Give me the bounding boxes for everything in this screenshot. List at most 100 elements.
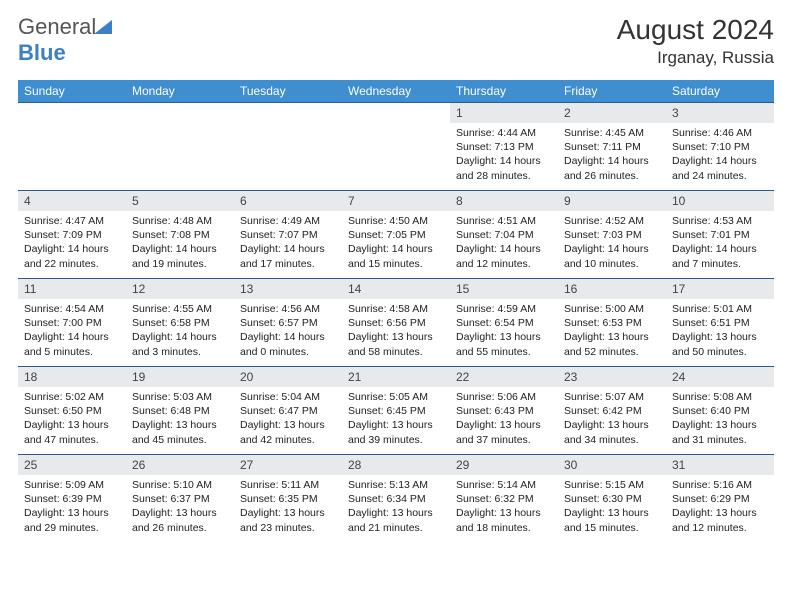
day-number: 30 [558, 455, 666, 475]
day-details: Sunrise: 5:02 AMSunset: 6:50 PMDaylight:… [18, 387, 126, 451]
calendar-cell: 2Sunrise: 4:45 AMSunset: 7:11 PMDaylight… [558, 103, 666, 191]
dayhead-sun: Sunday [18, 80, 126, 103]
sunset-text: Sunset: 7:10 PM [672, 140, 768, 154]
daylight-text: Daylight: 13 hours and 34 minutes. [564, 418, 660, 446]
day-number: 13 [234, 279, 342, 299]
sunset-text: Sunset: 7:11 PM [564, 140, 660, 154]
daylight-text: Daylight: 14 hours and 0 minutes. [240, 330, 336, 358]
day-number: 17 [666, 279, 774, 299]
sunrise-text: Sunrise: 4:48 AM [132, 214, 228, 228]
logo-triangle-icon [94, 20, 112, 34]
sunset-text: Sunset: 6:42 PM [564, 404, 660, 418]
daylight-text: Daylight: 14 hours and 19 minutes. [132, 242, 228, 270]
day-details: Sunrise: 4:50 AMSunset: 7:05 PMDaylight:… [342, 211, 450, 275]
day-details: Sunrise: 5:01 AMSunset: 6:51 PMDaylight:… [666, 299, 774, 363]
day-number: 6 [234, 191, 342, 211]
calendar-cell: 11Sunrise: 4:54 AMSunset: 7:00 PMDayligh… [18, 279, 126, 367]
day-details: Sunrise: 5:04 AMSunset: 6:47 PMDaylight:… [234, 387, 342, 451]
calendar-cell: 12Sunrise: 4:55 AMSunset: 6:58 PMDayligh… [126, 279, 234, 367]
dayhead-sat: Saturday [666, 80, 774, 103]
daylight-text: Daylight: 14 hours and 10 minutes. [564, 242, 660, 270]
sunrise-text: Sunrise: 5:08 AM [672, 390, 768, 404]
calendar-cell: 15Sunrise: 4:59 AMSunset: 6:54 PMDayligh… [450, 279, 558, 367]
calendar-cell: 28Sunrise: 5:13 AMSunset: 6:34 PMDayligh… [342, 455, 450, 543]
day-details: Sunrise: 5:14 AMSunset: 6:32 PMDaylight:… [450, 475, 558, 539]
day-number: 7 [342, 191, 450, 211]
day-number: 1 [450, 103, 558, 123]
sunset-text: Sunset: 6:54 PM [456, 316, 552, 330]
calendar-row: 25Sunrise: 5:09 AMSunset: 6:39 PMDayligh… [18, 455, 774, 543]
day-number: 4 [18, 191, 126, 211]
day-details: Sunrise: 5:09 AMSunset: 6:39 PMDaylight:… [18, 475, 126, 539]
day-number: 31 [666, 455, 774, 475]
sunrise-text: Sunrise: 4:54 AM [24, 302, 120, 316]
calendar-cell: 1Sunrise: 4:44 AMSunset: 7:13 PMDaylight… [450, 103, 558, 191]
day-details: Sunrise: 5:06 AMSunset: 6:43 PMDaylight:… [450, 387, 558, 451]
calendar-cell: 29Sunrise: 5:14 AMSunset: 6:32 PMDayligh… [450, 455, 558, 543]
calendar-cell: 22Sunrise: 5:06 AMSunset: 6:43 PMDayligh… [450, 367, 558, 455]
day-details: Sunrise: 5:05 AMSunset: 6:45 PMDaylight:… [342, 387, 450, 451]
daylight-text: Daylight: 13 hours and 21 minutes. [348, 506, 444, 534]
calendar-cell: 13 Sunrise: 4:56 AMSunset: 6:57 PMDayligh… [234, 279, 342, 367]
calendar-table: Sunday Monday Tuesday Wednesday Thursday… [18, 80, 774, 543]
sunset-text: Sunset: 6:57 PM [240, 316, 336, 330]
daylight-text: Daylight: 13 hours and 55 minutes. [456, 330, 552, 358]
calendar-row: 18Sunrise: 5:02 AMSunset: 6:50 PMDayligh… [18, 367, 774, 455]
daylight-text: Daylight: 14 hours and 12 minutes. [456, 242, 552, 270]
sunset-text: Sunset: 6:40 PM [672, 404, 768, 418]
sunset-text: Sunset: 6:30 PM [564, 492, 660, 506]
day-number: 5 [126, 191, 234, 211]
sunset-text: Sunset: 6:32 PM [456, 492, 552, 506]
logo: General Blue [18, 14, 112, 66]
daylight-text: Daylight: 13 hours and 18 minutes. [456, 506, 552, 534]
sunset-text: Sunset: 7:03 PM [564, 228, 660, 242]
daylight-text: Daylight: 13 hours and 58 minutes. [348, 330, 444, 358]
day-details: Sunrise: 4:48 AMSunset: 7:08 PMDaylight:… [126, 211, 234, 275]
calendar-row: 1Sunrise: 4:44 AMSunset: 7:13 PMDaylight… [18, 103, 774, 191]
sunrise-text: Sunrise: 4:47 AM [24, 214, 120, 228]
daylight-text: Daylight: 14 hours and 28 minutes. [456, 154, 552, 182]
calendar-cell: 6Sunrise: 4:49 AMSunset: 7:07 PMDaylight… [234, 191, 342, 279]
sunset-text: Sunset: 6:43 PM [456, 404, 552, 418]
month-title: August 2024 [617, 14, 774, 46]
sunrise-text: Sunrise: 4:46 AM [672, 126, 768, 140]
day-number: 21 [342, 367, 450, 387]
day-number: 14 [342, 279, 450, 299]
calendar-cell: 25Sunrise: 5:09 AMSunset: 6:39 PMDayligh… [18, 455, 126, 543]
day-details: Sunrise: 5:07 AMSunset: 6:42 PMDaylight:… [558, 387, 666, 451]
sunrise-text: Sunrise: 5:11 AM [240, 478, 336, 492]
dayhead-fri: Friday [558, 80, 666, 103]
sunset-text: Sunset: 6:53 PM [564, 316, 660, 330]
calendar-cell [234, 103, 342, 191]
sunrise-text: Sunrise: 4:59 AM [456, 302, 552, 316]
logo-text: General Blue [18, 14, 112, 66]
sunset-text: Sunset: 6:29 PM [672, 492, 768, 506]
daylight-text: Daylight: 13 hours and 47 minutes. [24, 418, 120, 446]
day-number: 25 [18, 455, 126, 475]
calendar-cell [18, 103, 126, 191]
day-number: 27 [234, 455, 342, 475]
daylight-text: Daylight: 13 hours and 12 minutes. [672, 506, 768, 534]
calendar-cell: 23Sunrise: 5:07 AMSunset: 6:42 PMDayligh… [558, 367, 666, 455]
day-number: 10 [666, 191, 774, 211]
sunset-text: Sunset: 6:34 PM [348, 492, 444, 506]
day-number: 11 [18, 279, 126, 299]
header: General Blue August 2024 Irganay, Russia [18, 14, 774, 68]
day-details: Sunrise: 4:49 AMSunset: 7:07 PMDaylight:… [234, 211, 342, 275]
sunset-text: Sunset: 7:08 PM [132, 228, 228, 242]
calendar-cell: 26Sunrise: 5:10 AMSunset: 6:37 PMDayligh… [126, 455, 234, 543]
day-details: Sunrise: 4:47 AMSunset: 7:09 PMDaylight:… [18, 211, 126, 275]
day-number: 18 [18, 367, 126, 387]
sunrise-text: Sunrise: 4:56 AM [240, 302, 336, 316]
sunrise-text: Sunrise: 5:00 AM [564, 302, 660, 316]
sunrise-text: Sunrise: 4:52 AM [564, 214, 660, 228]
daylight-text: Daylight: 13 hours and 52 minutes. [564, 330, 660, 358]
sunset-text: Sunset: 6:56 PM [348, 316, 444, 330]
day-details: Sunrise: 4:52 AMSunset: 7:03 PMDaylight:… [558, 211, 666, 275]
sunset-text: Sunset: 7:09 PM [24, 228, 120, 242]
day-details: Sunrise: 4:44 AMSunset: 7:13 PMDaylight:… [450, 123, 558, 187]
daylight-text: Daylight: 14 hours and 17 minutes. [240, 242, 336, 270]
calendar-cell: 18Sunrise: 5:02 AMSunset: 6:50 PMDayligh… [18, 367, 126, 455]
day-details: Sunrise: 4:46 AMSunset: 7:10 PMDaylight:… [666, 123, 774, 187]
dayhead-tue: Tuesday [234, 80, 342, 103]
